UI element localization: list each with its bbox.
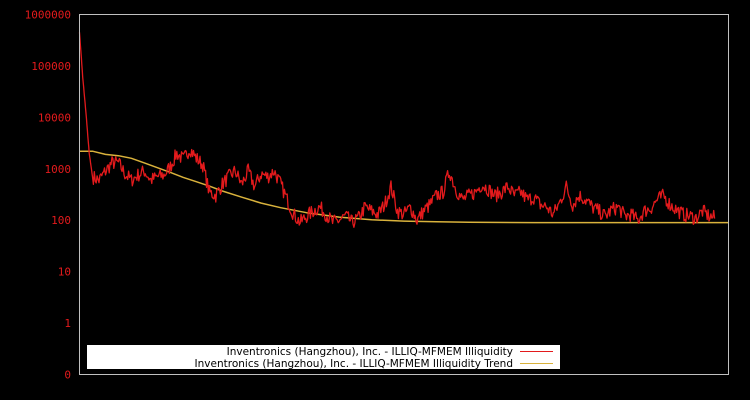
y-tick-label: 10 [58, 266, 71, 279]
y-tick-label: 1 [64, 317, 71, 330]
illiquidity-trend-line [79, 150, 729, 224]
legend-label-illiquidity: Inventronics (Hangzhou), Inc. - ILLIQ-MF… [227, 346, 513, 358]
y-tick-label: 0 [64, 369, 71, 382]
y-tick-label: 1000 [45, 163, 72, 176]
y-tick-label: 100 [51, 214, 71, 227]
legend-label-trend: Inventronics (Hangzhou), Inc. - ILLIQ-MF… [195, 358, 513, 370]
legend-box [87, 345, 560, 369]
y-tick-label: 10000 [38, 111, 71, 124]
y-tick-label: 100000 [31, 60, 71, 73]
legend: Inventronics (Hangzhou), Inc. - ILLIQ-MF… [87, 345, 560, 370]
y-tick-label: 1000000 [25, 9, 71, 22]
illiquidity-line [78, 32, 716, 228]
plot-frame [79, 14, 729, 375]
series-layer [78, 32, 729, 228]
